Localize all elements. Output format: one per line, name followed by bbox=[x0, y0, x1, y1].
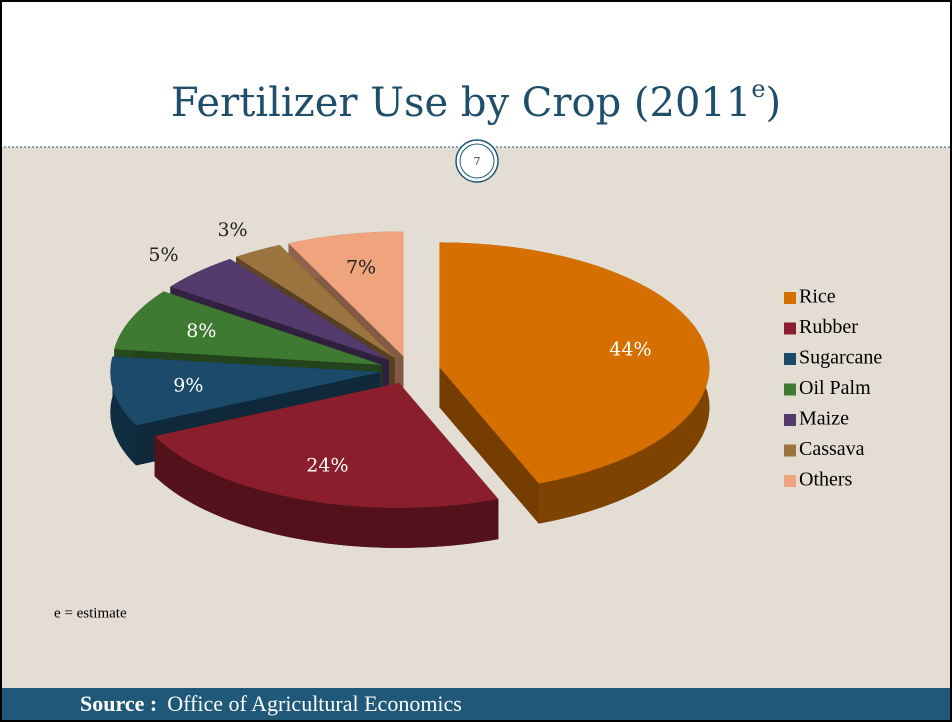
title-superscript: e bbox=[751, 75, 765, 103]
data-label: 7% bbox=[346, 257, 376, 279]
note: e = estimate bbox=[54, 605, 127, 621]
legend-swatch bbox=[784, 292, 796, 304]
slice-top bbox=[236, 244, 395, 359]
source-text: Office of Agricultural Economics bbox=[167, 691, 462, 716]
legend-label: Others bbox=[799, 469, 853, 491]
title-text: Fertilizer Use by Crop (2011 bbox=[171, 80, 751, 126]
data-label: 9% bbox=[173, 374, 203, 396]
legend-swatch bbox=[784, 322, 796, 335]
legend-label: Rubber bbox=[799, 316, 858, 338]
legend-label: Oil Palm bbox=[799, 377, 871, 399]
legend-swatch bbox=[784, 414, 796, 426]
legend-label: Cassava bbox=[799, 438, 865, 460]
slice-top bbox=[288, 231, 404, 357]
legend-swatch bbox=[784, 475, 796, 487]
data-label: 24% bbox=[306, 455, 348, 477]
slice-top bbox=[170, 259, 389, 361]
legend-swatch bbox=[784, 353, 796, 365]
chart-title: Fertilizer Use by Crop (2011e) bbox=[171, 75, 781, 127]
source-bar bbox=[0, 688, 952, 722]
slice-rim bbox=[110, 356, 137, 466]
slice-rim bbox=[154, 436, 499, 548]
data-label: 3% bbox=[217, 219, 247, 241]
slice-side bbox=[439, 367, 539, 524]
slice-top bbox=[154, 382, 499, 508]
slice-top bbox=[439, 242, 710, 484]
legend: Rice Rubber Sugarcane Oil Palm Maize Cassava O… bbox=[784, 286, 882, 491]
source-label: Source : bbox=[80, 691, 157, 716]
slice-top bbox=[114, 291, 383, 365]
pie: 44% 24% 9% 8% 5% 3% 7% bbox=[110, 219, 710, 548]
page-number: 7 bbox=[474, 155, 481, 168]
legend-swatch bbox=[784, 444, 796, 457]
legend-label: Rice bbox=[799, 286, 836, 308]
title-text-end: ) bbox=[766, 80, 782, 126]
data-label: 5% bbox=[148, 244, 178, 266]
legend-label: Maize bbox=[799, 408, 849, 430]
slice-top bbox=[110, 356, 381, 426]
source: Source : Office of Agricultural Economics bbox=[80, 691, 462, 716]
data-label: 44% bbox=[609, 339, 651, 361]
legend-swatch bbox=[784, 383, 796, 396]
page-circle-inner bbox=[459, 143, 495, 179]
legend-label: Sugarcane bbox=[799, 347, 882, 369]
data-label: 8% bbox=[186, 320, 216, 342]
